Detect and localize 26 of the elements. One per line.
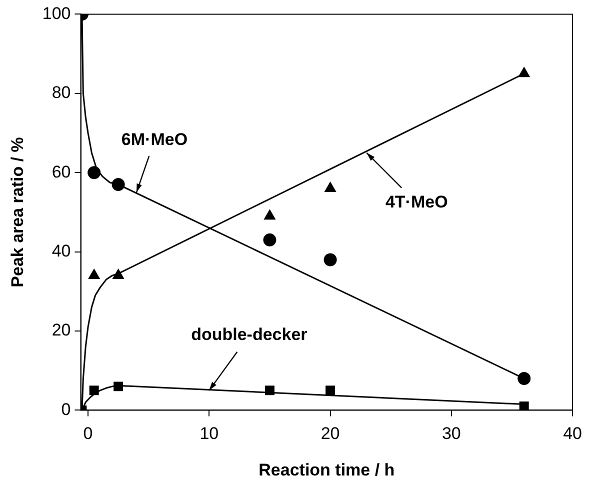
point (324, 253, 337, 266)
point (326, 386, 336, 396)
point (518, 372, 531, 386)
point (324, 182, 336, 192)
x-tick-label: 20 (320, 424, 340, 444)
annotation: double-decker (191, 325, 308, 344)
y-tick-label: 40 (52, 241, 71, 260)
y-tick-label: 0 (61, 400, 71, 419)
point (89, 386, 99, 396)
x-tick-label: 10 (200, 424, 219, 444)
annotation: 4T·MeO (385, 192, 448, 212)
x-tick-label: 40 (563, 424, 582, 444)
y-axis-title: Peak area ratio / % (8, 137, 27, 288)
y-tick-label: 80 (52, 83, 71, 102)
annotation: 6M·MeO (121, 130, 188, 150)
x-tick-label: 30 (442, 424, 461, 444)
point (264, 210, 276, 220)
y-tick-label: 20 (52, 320, 71, 340)
point (88, 269, 100, 280)
y-tick-label: 60 (52, 162, 71, 182)
x-axis-title: Reaction time / h (258, 460, 395, 480)
y-tick-label: 100 (42, 4, 71, 23)
point (519, 402, 529, 410)
point (88, 166, 101, 180)
point (263, 233, 276, 246)
x-tick-label: 0 (83, 424, 93, 444)
